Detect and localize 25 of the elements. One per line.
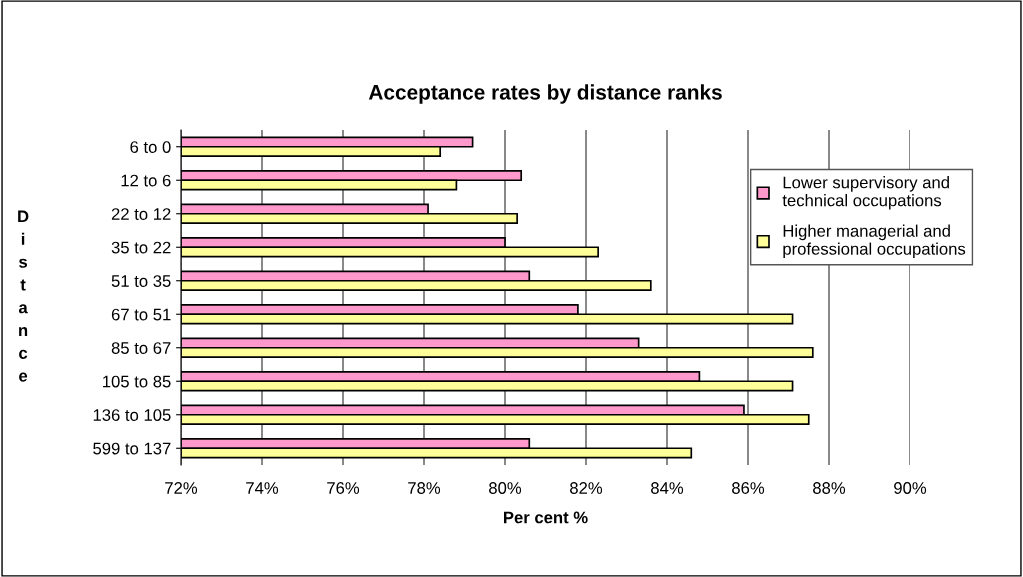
y-tick-label: 85 to 67 <box>111 342 171 354</box>
y-tick-label: 35 to 22 <box>111 241 171 254</box>
x-tick-label: 82% <box>570 482 603 494</box>
x-tick-label: 84% <box>651 482 684 494</box>
x-tick-label: 86% <box>732 482 765 494</box>
x-axis-title: Per cent % <box>504 511 588 524</box>
legend-label: Higher managerial and professional occupations <box>783 224 966 259</box>
chart-title: Acceptance rates by distance ranks <box>368 84 722 104</box>
x-tick-label: 80% <box>489 482 522 494</box>
y-tick-label: 67 to 51 <box>111 308 171 321</box>
x-tick-label: 72% <box>165 482 198 494</box>
y-tick-label: 105 to 85 <box>103 375 171 388</box>
legend-label: Lower supervisory and technical occupations <box>782 176 949 210</box>
y-tick-label: 12 to 6 <box>121 174 171 187</box>
y-tick-label: 51 to 35 <box>111 275 171 287</box>
y-tick-label: 6 to 0 <box>130 141 171 153</box>
y-tick-label: 599 to 137 <box>93 442 171 455</box>
x-tick-label: 76% <box>327 482 360 494</box>
x-tick-label: 74% <box>246 482 279 494</box>
x-tick-label: 78% <box>408 482 441 494</box>
y-tick-label: 22 to 12 <box>111 208 171 220</box>
x-tick-label: 88% <box>813 482 846 494</box>
y-axis-title: Distance <box>18 210 29 382</box>
x-tick-label: 90% <box>894 482 927 494</box>
y-tick-label: 136 to 105 <box>93 409 171 421</box>
